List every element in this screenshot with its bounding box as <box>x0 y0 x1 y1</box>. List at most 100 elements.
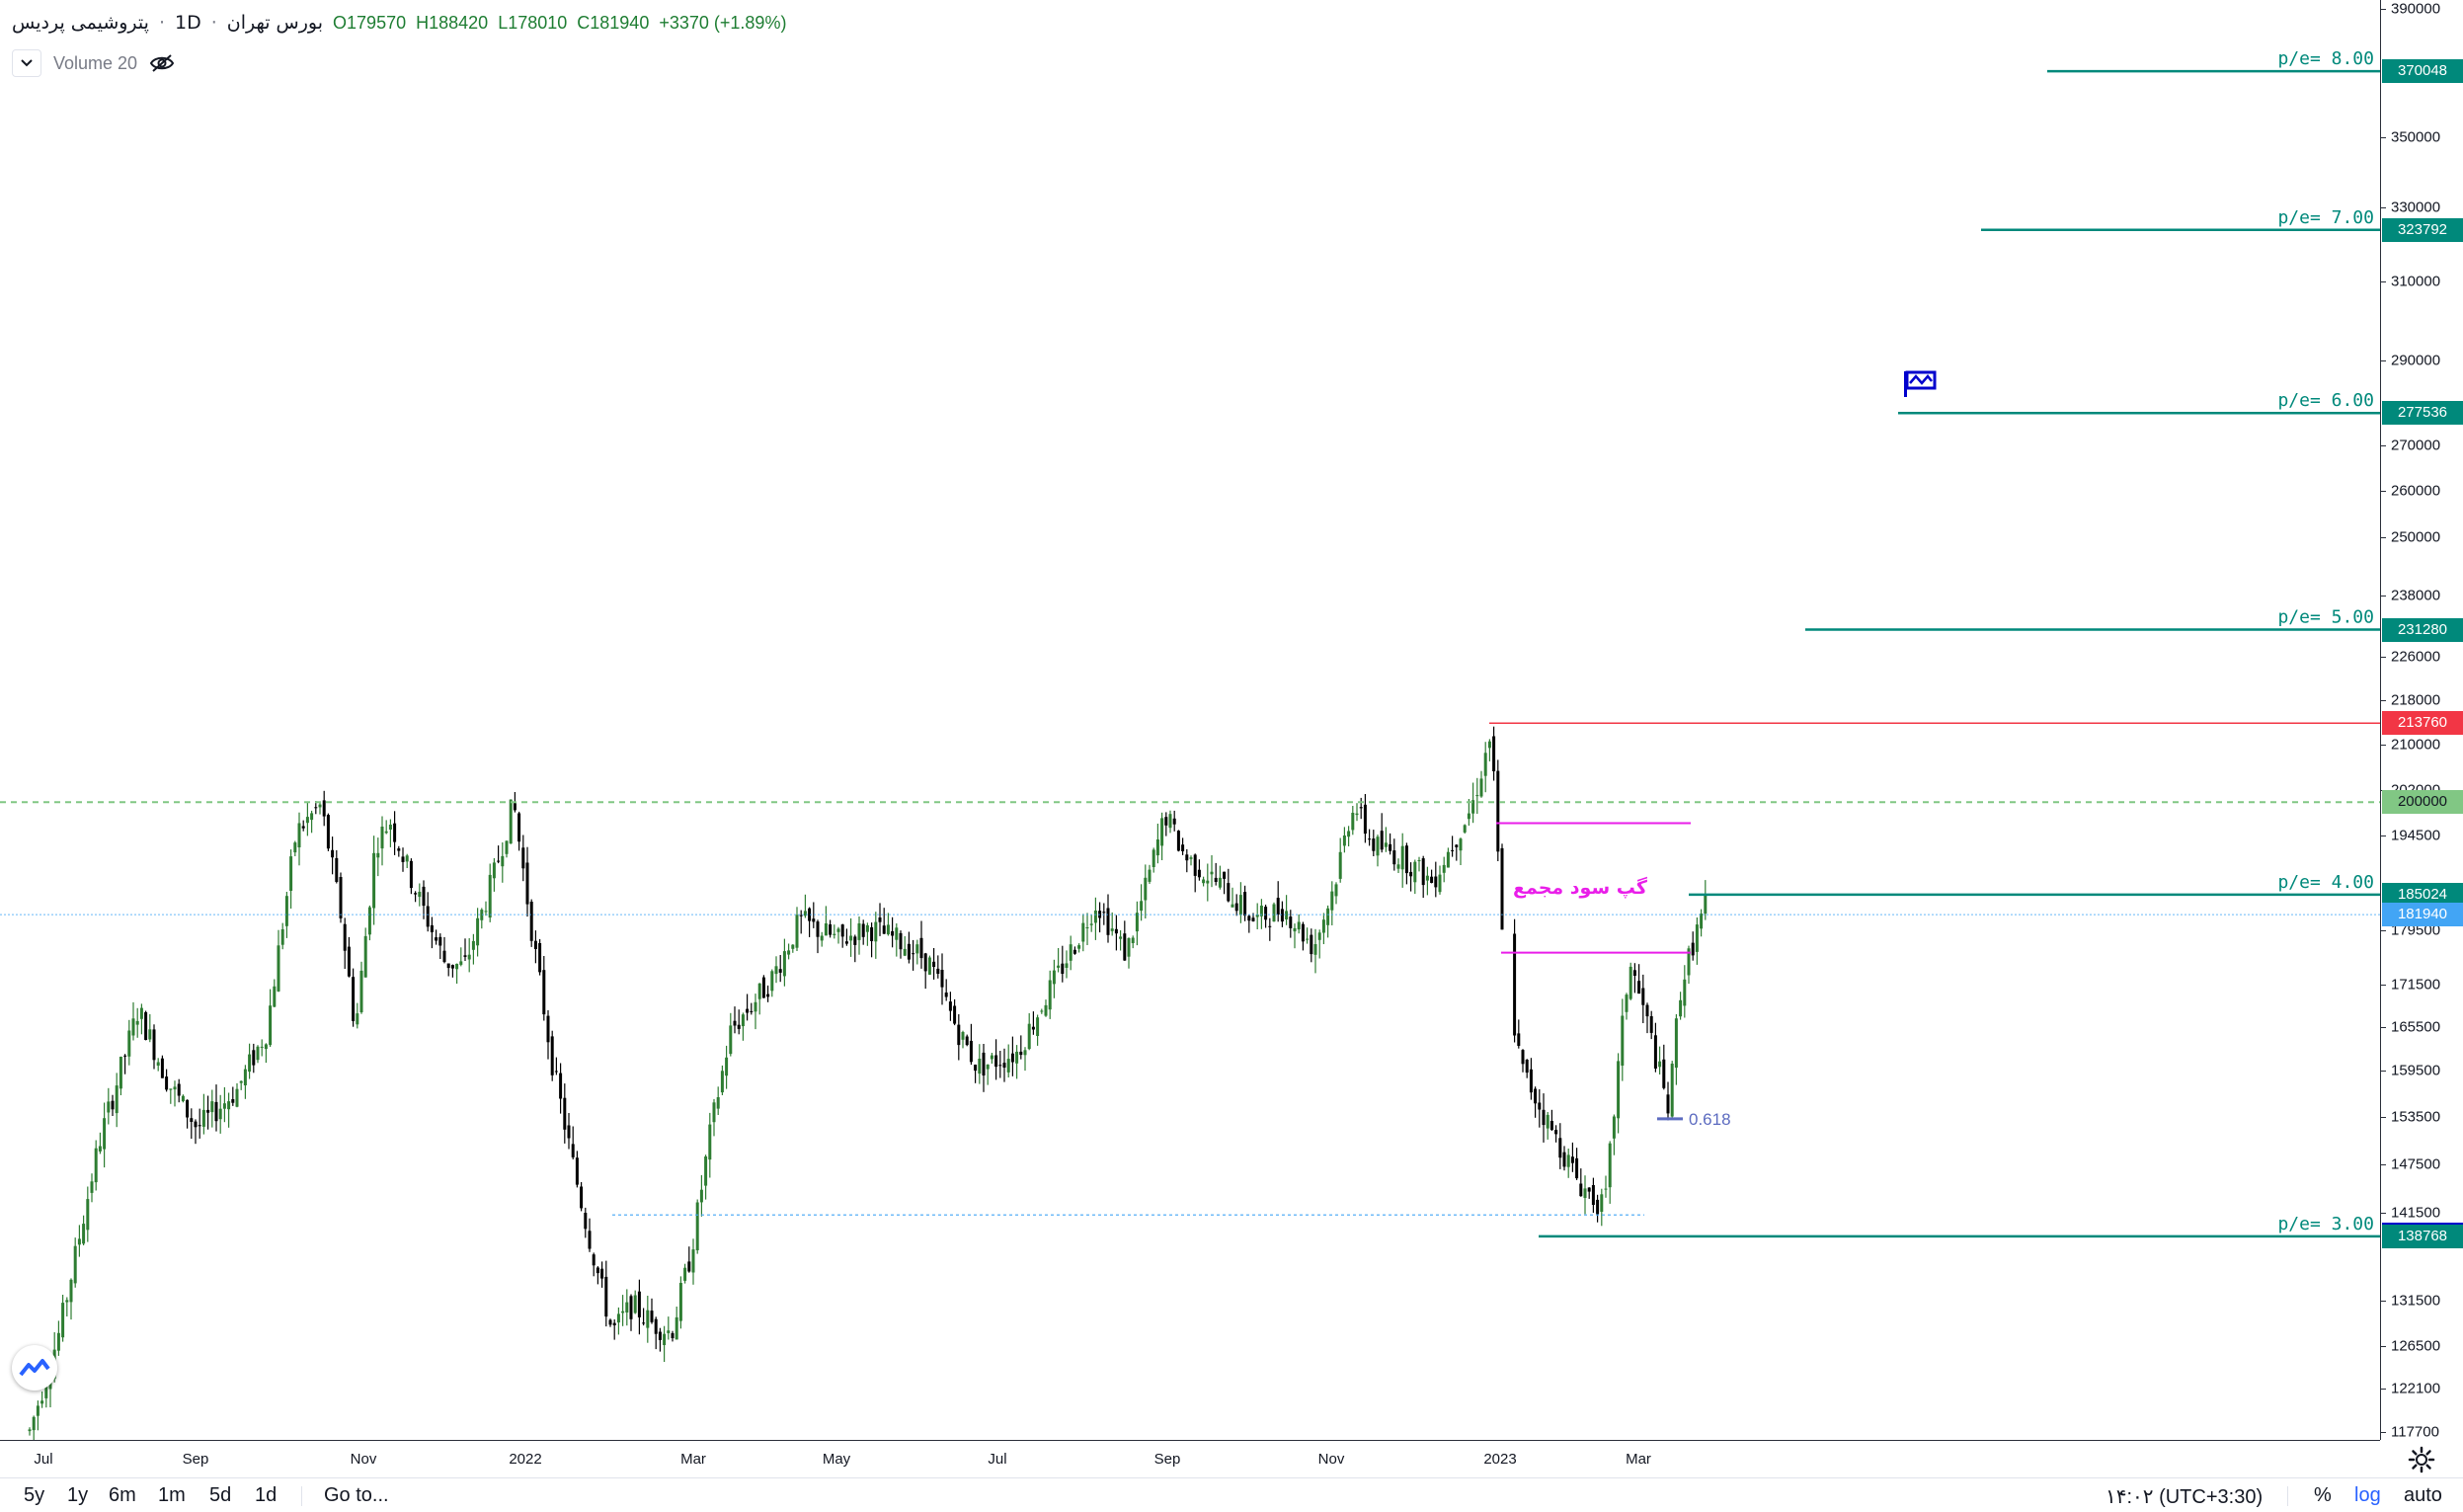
candle-body <box>1006 1059 1010 1073</box>
percent-scale-toggle[interactable]: % <box>2314 1484 2332 1506</box>
candle-body <box>111 1100 115 1110</box>
candle-body <box>284 896 288 926</box>
price-scale[interactable]: 390000 350000 330000 310000 290000 270000 2600… <box>2380 0 2463 1441</box>
candle-body <box>293 842 297 853</box>
pe-level-label: p/e= 4.00 <box>2277 872 2374 893</box>
candle-body <box>978 1059 982 1074</box>
price-badge[interactable]: 185024 <box>2382 882 2463 907</box>
candle-body <box>1389 843 1392 851</box>
candle-body <box>144 1011 148 1040</box>
candle-body <box>335 857 339 882</box>
price-chart[interactable]: 0.618 گپ سود مجمع p/e= 8.00 p/e= 7.00 p/e= 6… <box>0 0 2380 1440</box>
candle-body <box>671 1332 675 1338</box>
candle-body <box>729 1025 733 1055</box>
eye-hidden-icon[interactable] <box>149 52 175 74</box>
price-tick-mark <box>2381 744 2386 746</box>
candle-body <box>1119 936 1123 939</box>
candle-body <box>165 1076 169 1090</box>
symbol-name[interactable]: پتروشیمی پردیس <box>12 12 149 34</box>
candle-body <box>766 994 770 997</box>
chevron-down-icon <box>21 59 33 67</box>
candle-body <box>1554 1130 1558 1135</box>
candle-body <box>201 1109 205 1127</box>
price-badge[interactable]: 231280 <box>2382 617 2463 642</box>
candle-body <box>1575 1157 1579 1179</box>
collapse-legend-button[interactable] <box>12 49 41 77</box>
candle-body <box>40 1400 44 1404</box>
chart-pane[interactable]: 0.618 گپ سود مجمع p/e= 8.00 p/e= 7.00 p/e= 6… <box>0 0 2380 1440</box>
log-scale-toggle[interactable]: log <box>2354 1484 2381 1506</box>
candle-body <box>1355 813 1359 816</box>
candle-body <box>1127 937 1131 957</box>
pe-level-label: p/e= 3.00 <box>2277 1214 2374 1234</box>
candle-body <box>1549 1121 1553 1131</box>
price-badge[interactable]: 213760 <box>2382 711 2463 736</box>
toolbar-divider <box>301 1486 302 1506</box>
candle-body <box>1546 1114 1549 1129</box>
candle-body <box>1259 906 1263 916</box>
price-badge[interactable]: 138768 <box>2382 1224 2463 1248</box>
candle-body <box>1363 804 1367 835</box>
tradingview-logo-icon[interactable] <box>12 1345 57 1391</box>
candle-body <box>612 1322 616 1325</box>
range-6m-button[interactable]: 6m <box>109 1484 136 1506</box>
candle-body <box>1065 963 1069 968</box>
candle-body <box>214 1101 218 1122</box>
close-value: C181940 <box>577 12 650 33</box>
price-tick-label: 147500 <box>2391 1155 2441 1173</box>
gear-icon[interactable] <box>2408 1446 2435 1473</box>
flag-icon[interactable] <box>1904 370 1937 397</box>
candle-body <box>861 923 865 937</box>
volume-legend[interactable]: Volume 20 <box>12 49 175 77</box>
candle-body <box>347 946 351 977</box>
candle-body <box>799 915 803 916</box>
price-badge[interactable]: 323792 <box>2382 217 2463 242</box>
auto-scale-toggle[interactable]: auto <box>2404 1484 2442 1506</box>
candle-body <box>1164 817 1168 826</box>
candle-body <box>1238 895 1242 915</box>
candle-body <box>467 954 471 960</box>
candle-body <box>1679 999 1683 1017</box>
candle-body <box>86 1199 90 1231</box>
candle-body <box>1214 877 1218 882</box>
range-1m-button[interactable]: 1m <box>158 1484 186 1506</box>
timezone-clock[interactable]: ۱۴:۰۲ (UTC+3:30) <box>2105 1486 2264 1508</box>
candle-body <box>517 813 521 842</box>
symbol-legend[interactable]: پتروشیمی پردیس · 1D · بورس تهران O179570… <box>12 12 796 34</box>
candle-body <box>1193 854 1197 876</box>
candle-body <box>1181 844 1185 851</box>
interval-label[interactable]: 1D <box>174 12 201 34</box>
candle-body <box>1704 895 1708 915</box>
range-1d-button[interactable]: 1d <box>255 1484 278 1506</box>
range-1y-button[interactable]: 1y <box>67 1484 89 1506</box>
time-tick-label: Sep <box>1153 1451 1181 1468</box>
candle-body <box>190 1118 194 1122</box>
range-5y-button[interactable]: 5y <box>24 1484 45 1506</box>
candle-body <box>1135 913 1139 932</box>
candle-body <box>936 968 940 974</box>
bottom-toolbar: 5y 1y 6m 1m 5d 1d Go to... ۱۴:۰۲ (UTC+3:… <box>0 1477 2463 1512</box>
price-badge[interactable]: 181940 <box>2382 903 2463 927</box>
price-badge[interactable]: 277536 <box>2382 401 2463 426</box>
time-scale[interactable]: Jul Sep Nov 2022 Mar May Jul Sep Nov 2023 Mar <box>0 1440 2380 1477</box>
price-badge[interactable]: 370048 <box>2382 59 2463 84</box>
price-badge[interactable]: 200000 <box>2382 790 2463 815</box>
candle-body <box>505 840 509 854</box>
candle-body <box>1372 838 1376 851</box>
candle-body <box>231 1099 235 1103</box>
range-5d-button[interactable]: 5d <box>209 1484 232 1506</box>
candle-body <box>1140 901 1144 912</box>
goto-date-button[interactable]: Go to... <box>324 1484 389 1506</box>
candle-body <box>1321 919 1325 933</box>
candle-body <box>1310 934 1313 955</box>
price-tick-mark <box>2381 1300 2386 1302</box>
candle-body <box>1293 927 1297 932</box>
candle-body <box>1608 1143 1612 1188</box>
candle-body <box>1396 864 1400 869</box>
candle-body <box>550 1036 554 1075</box>
time-tick-label: Jul <box>988 1451 1007 1468</box>
candle-body <box>1285 911 1289 919</box>
price-tick-mark <box>2381 281 2386 283</box>
volume-indicator-label[interactable]: Volume 20 <box>53 52 138 73</box>
candle-body <box>1641 988 1645 1005</box>
